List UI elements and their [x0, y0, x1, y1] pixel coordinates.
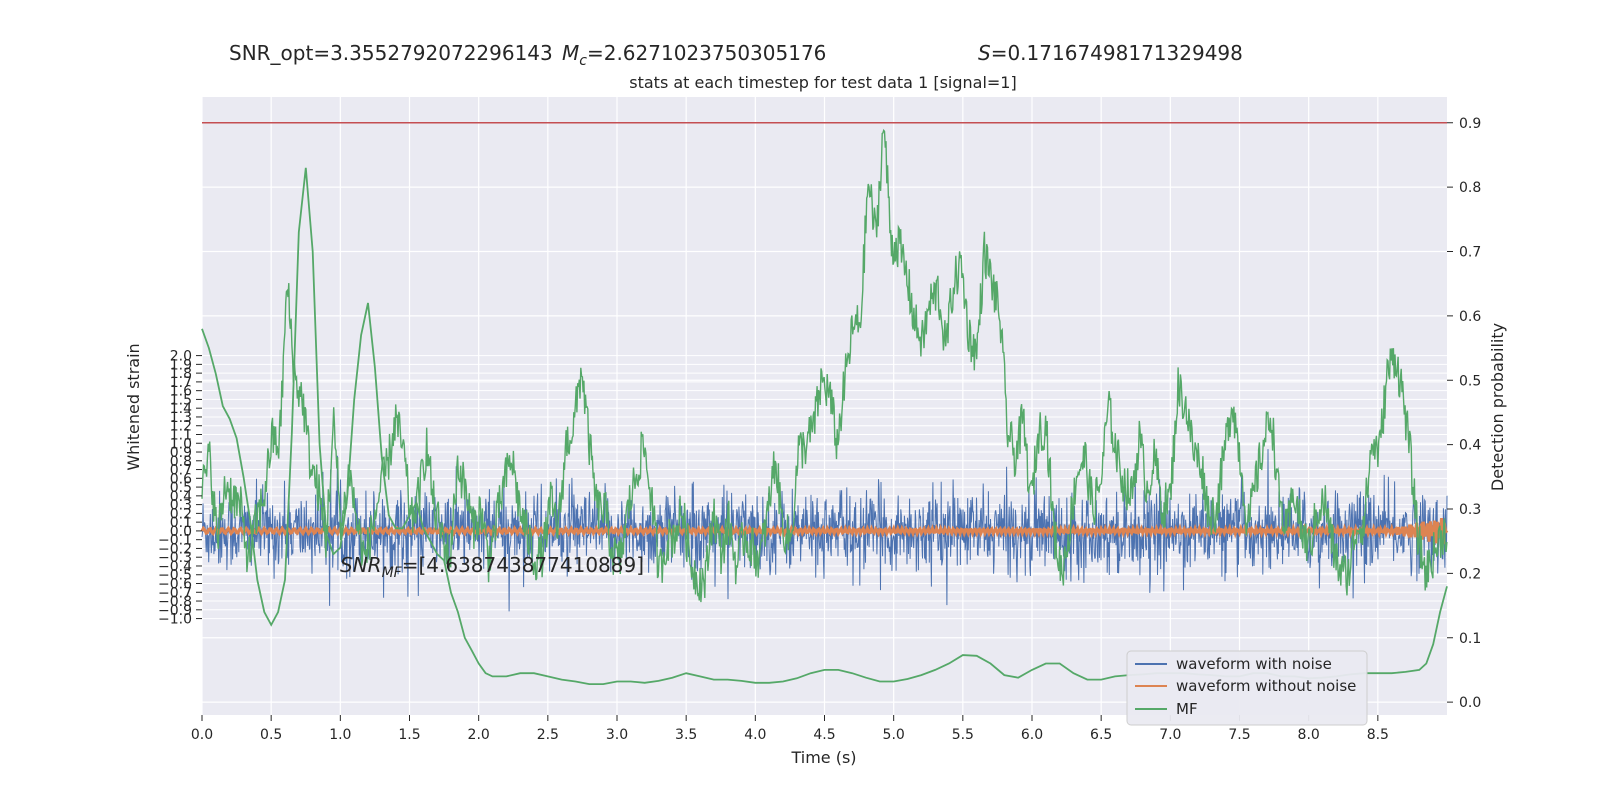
left-tick-label: −0.2 [158, 541, 192, 557]
left-tick-label: 1.4 [170, 401, 192, 417]
x-tick-label: 2.5 [537, 727, 559, 743]
left-tick-label: 1.6 [170, 384, 192, 400]
left-tick-label: 0.4 [170, 489, 192, 505]
legend: waveform with noise waveform without noi… [1126, 650, 1368, 726]
left-tick-label: 1.3 [170, 410, 192, 426]
left-tick-label: −0.8 [158, 594, 192, 610]
left-tick-label: 0.0 [170, 524, 192, 540]
x-axis-ticks: 0.0 0.5 1.0 1.5 2.0 2.5 3.0 3.5 4.0 4.5 5.0 5.5 6.0 6… [191, 715, 1389, 743]
x-tick-label: 8.0 [1298, 727, 1320, 743]
left-axis-ticks: 2.01.91.81.71.61.51.41.31.21.11.00.90.80… [158, 349, 202, 628]
right-tick-label: 0.9 [1459, 116, 1481, 132]
legend-label-clean: waveform without noise [1176, 677, 1356, 695]
x-tick-label: 3.5 [675, 727, 697, 743]
waveform-without-noise-series [200, 517, 1449, 545]
mc-label: Mc=2.6271023750305176 [562, 41, 826, 69]
snr-opt-label: SNR_opt=3.3552792072296143 [229, 41, 553, 65]
left-tick-label: 1.5 [170, 392, 192, 408]
x-tick-label: 3.0 [606, 727, 628, 743]
left-tick-label: −0.3 [158, 550, 192, 566]
grid [201, 97, 1447, 715]
right-tick-label: 0.8 [1459, 180, 1481, 196]
left-tick-label: 0.2 [170, 506, 192, 522]
x-axis-label: Time (s) [790, 748, 856, 767]
x-tick-label: 4.0 [744, 727, 766, 743]
x-tick-label: 6.5 [1090, 727, 1112, 743]
left-tick-label: 0.1 [170, 515, 192, 531]
legend-label-mf: MF [1176, 700, 1198, 718]
left-tick-label: 1.2 [170, 419, 192, 435]
x-tick-label: 5.0 [883, 727, 905, 743]
left-axis-label: Whitened strain [124, 343, 143, 470]
left-tick-label: 1.7 [170, 375, 192, 391]
x-tick-label: 7.5 [1228, 727, 1250, 743]
left-tick-label: −0.1 [158, 533, 192, 549]
x-tick-label: 6.0 [1021, 727, 1043, 743]
right-tick-label: 0.2 [1459, 566, 1481, 582]
left-tick-label: −0.9 [158, 603, 192, 619]
right-axis-ticks: 0.9 0.8 0.7 0.6 0.5 0.4 0.3 0.2 0.1 0.0 [1447, 116, 1481, 711]
x-tick-label: 5.5 [952, 727, 974, 743]
left-tick-label: −0.5 [158, 568, 192, 584]
left-tick-label: 0.9 [170, 445, 192, 461]
waveform-without-noise-line [200, 517, 1449, 545]
left-tick-label: 0.8 [170, 454, 192, 470]
left-tick-label: −0.7 [158, 585, 192, 601]
left-tick-label: 1.9 [170, 357, 192, 373]
left-tick-label: 0.3 [170, 498, 192, 514]
left-tick-label: −1.0 [158, 612, 192, 628]
s-label: S=0.17167498171329498 [978, 41, 1243, 65]
x-tick-label: 7.0 [1159, 727, 1181, 743]
right-tick-label: 0.3 [1459, 502, 1481, 518]
x-tick-label: 1.5 [398, 727, 420, 743]
snr-mf-annotation: SNRMF=[4.638743877410889] [340, 553, 644, 581]
left-tick-label: −0.6 [158, 577, 192, 593]
x-tick-label: 1.0 [329, 727, 351, 743]
right-axis-label: Detection probability [1488, 323, 1507, 491]
right-tick-label: 0.1 [1459, 631, 1481, 647]
right-tick-label: 0.7 [1459, 245, 1481, 261]
x-tick-label: 0.0 [191, 727, 213, 743]
right-tick-label: 0.0 [1459, 695, 1481, 711]
left-tick-label: 1.8 [170, 366, 192, 382]
right-tick-label: 0.4 [1459, 438, 1481, 454]
left-tick-label: 0.5 [170, 480, 192, 496]
left-tick-label: −0.4 [158, 559, 192, 575]
x-tick-label: 0.5 [260, 727, 282, 743]
right-tick-label: 0.5 [1459, 373, 1481, 389]
left-tick-label: 2.0 [170, 349, 192, 365]
mf-noisy-line [201, 128, 1448, 603]
x-tick-label: 8.5 [1367, 727, 1389, 743]
right-tick-label: 0.6 [1459, 309, 1481, 325]
x-tick-label: 4.5 [813, 727, 835, 743]
left-tick-label: 1.0 [170, 436, 192, 452]
legend-box [1126, 650, 1368, 726]
chart-title: stats at each timestep for test data 1 [… [629, 73, 1016, 92]
left-tick-label: 0.7 [170, 463, 192, 479]
x-tick-label: 2.0 [468, 727, 490, 743]
left-tick-label: 0.6 [170, 471, 192, 487]
left-tick-label: 1.1 [170, 427, 192, 443]
legend-label-noise: waveform with noise [1176, 655, 1332, 673]
